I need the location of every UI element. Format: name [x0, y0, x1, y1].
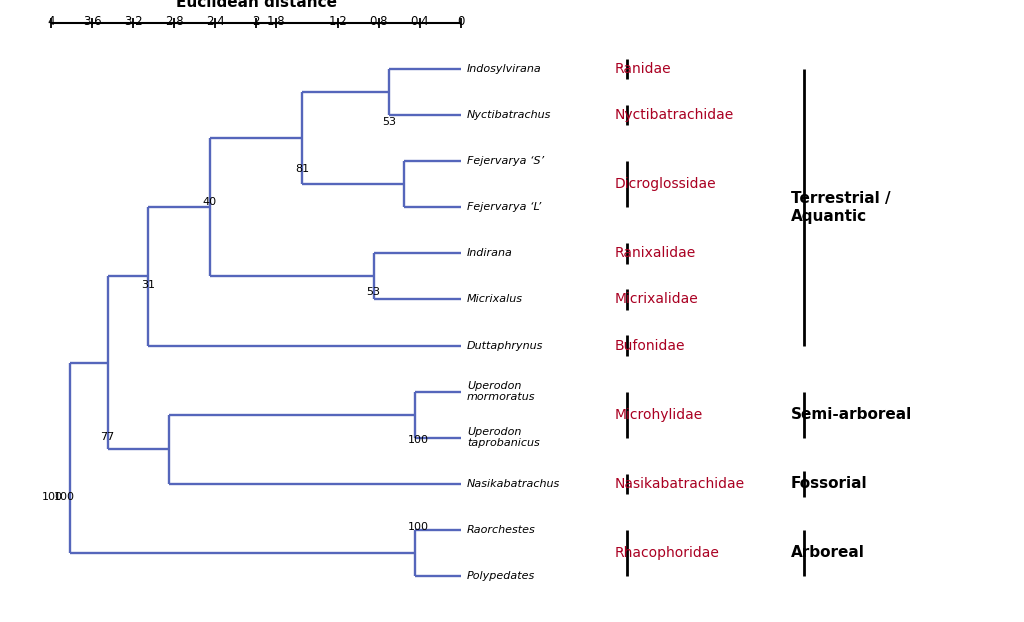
- Text: Bufonidae: Bufonidae: [614, 338, 685, 353]
- Text: Nasikabatrachus: Nasikabatrachus: [467, 479, 560, 489]
- Text: Indirana: Indirana: [467, 248, 513, 258]
- Text: Arboreal: Arboreal: [791, 545, 864, 560]
- Text: 0.4: 0.4: [411, 15, 429, 28]
- Text: 1.8: 1.8: [267, 15, 286, 28]
- Text: 100: 100: [408, 435, 429, 445]
- Text: 2.4: 2.4: [206, 15, 224, 28]
- Text: Rhacophoridae: Rhacophoridae: [614, 546, 719, 560]
- Text: 100: 100: [53, 492, 75, 502]
- Text: Nasikabatrachidae: Nasikabatrachidae: [614, 477, 744, 491]
- Text: 1.2: 1.2: [329, 15, 347, 28]
- Text: Indosylvirana: Indosylvirana: [467, 64, 542, 74]
- Text: 53: 53: [382, 118, 396, 128]
- Text: Micrixalus: Micrixalus: [467, 294, 523, 305]
- Text: 4: 4: [47, 15, 55, 28]
- Text: 2: 2: [252, 15, 260, 28]
- Text: Fejervarya ‘L’: Fejervarya ‘L’: [467, 202, 542, 212]
- Text: Fossorial: Fossorial: [791, 476, 867, 491]
- Text: Raorchestes: Raorchestes: [467, 525, 536, 535]
- Text: Dicroglossidae: Dicroglossidae: [614, 177, 716, 192]
- Text: 53: 53: [367, 287, 381, 297]
- Text: 0: 0: [457, 15, 465, 28]
- Text: Polypedates: Polypedates: [467, 571, 536, 581]
- Text: Nyctibatrachidae: Nyctibatrachidae: [614, 108, 733, 122]
- Text: 31: 31: [141, 281, 156, 290]
- Text: Fejervarya ‘S’: Fejervarya ‘S’: [467, 156, 544, 166]
- Text: Euclidean distance: Euclidean distance: [175, 0, 337, 11]
- Text: Uperodon
taprobanicus: Uperodon taprobanicus: [467, 427, 540, 448]
- Text: Duttaphrynus: Duttaphrynus: [467, 341, 544, 351]
- Text: 3.6: 3.6: [83, 15, 101, 28]
- Text: 3.2: 3.2: [124, 15, 142, 28]
- Text: Semi-arboreal: Semi-arboreal: [791, 407, 911, 422]
- Text: 77: 77: [100, 432, 115, 442]
- Text: Ranidae: Ranidae: [614, 62, 671, 76]
- Text: Micrixalidae: Micrixalidae: [614, 292, 698, 307]
- Text: 40: 40: [203, 197, 217, 207]
- Text: Nyctibatrachus: Nyctibatrachus: [467, 110, 551, 120]
- Text: Terrestrial /
Aquantic: Terrestrial / Aquantic: [791, 191, 890, 223]
- Text: 100: 100: [408, 522, 429, 532]
- Text: 0.8: 0.8: [370, 15, 388, 28]
- Text: 2.8: 2.8: [165, 15, 183, 28]
- Text: Ranixalidae: Ranixalidae: [614, 246, 695, 261]
- Text: Microhylidae: Microhylidae: [614, 407, 702, 422]
- Text: Uperodon
mormoratus: Uperodon mormoratus: [467, 381, 536, 402]
- Text: 100: 100: [41, 492, 62, 502]
- Text: 81: 81: [295, 164, 309, 174]
